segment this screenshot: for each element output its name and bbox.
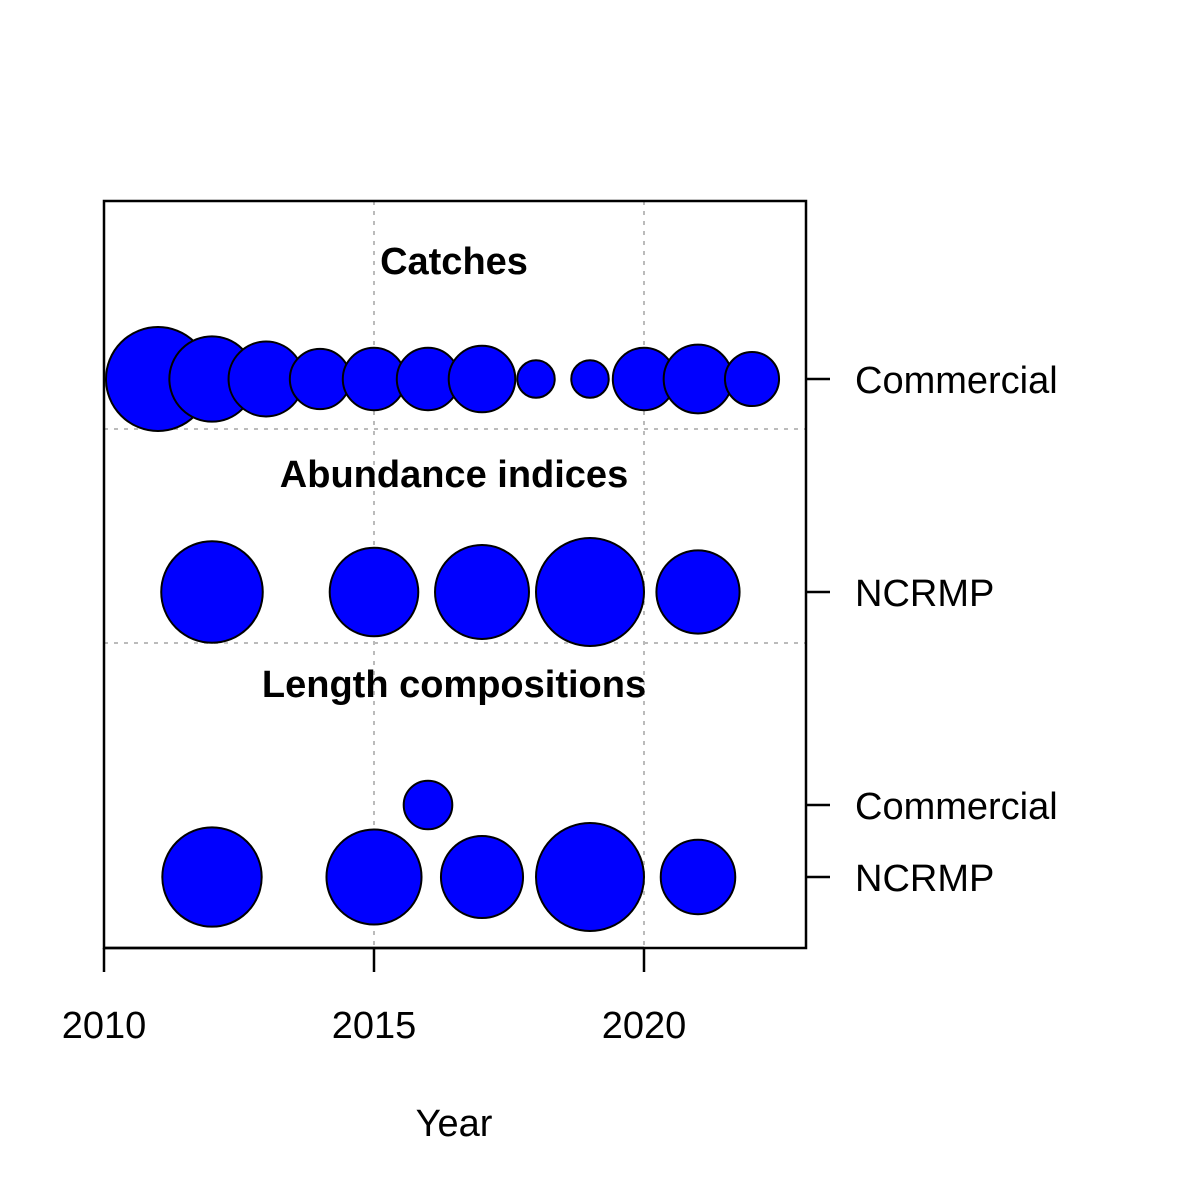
section-titles: Catches Abundance indices Length compositi… <box>262 241 646 706</box>
x-tick-label-2010: 2010 <box>62 1005 147 1047</box>
bubble-1-commercial-2014 <box>288 347 352 411</box>
bubble-1-commercial-2021 <box>662 343 734 415</box>
row-label-3-ncrmp: NCRMP <box>855 858 994 900</box>
section-title-3: Length compositions <box>262 664 646 706</box>
bubble-3-ncrmp-2021 <box>659 838 737 916</box>
x-axis: 2010 2015 2020 <box>62 946 687 1047</box>
bubble-2-ncrmp-2017 <box>434 544 530 640</box>
bubble-1-commercial-2019 <box>570 359 610 399</box>
bubble-3-ncrmp-2017 <box>439 834 525 920</box>
bubble-1-commercial-2022 <box>723 350 781 408</box>
x-axis-label: Year <box>416 1103 493 1145</box>
x-tick-label-2015: 2015 <box>332 1005 417 1047</box>
bubble-3-ncrmp-2012 <box>161 826 263 928</box>
bubble-1-commercial-2018 <box>516 359 556 399</box>
row-label-3-commercial: Commercial <box>855 786 1058 828</box>
section-title-1: Catches <box>380 241 528 283</box>
bubble-3-ncrmp-2015 <box>325 828 423 926</box>
section-title-2: Abundance indices <box>280 454 628 496</box>
row-label-2-ncrmp: NCRMP <box>855 573 994 615</box>
bubble-2-ncrmp-2012 <box>160 540 264 644</box>
bubble-2-ncrmp-2019 <box>535 537 645 647</box>
bubble-2-ncrmp-2015 <box>328 546 420 638</box>
row-label-1-commercial: Commercial <box>855 360 1058 402</box>
bubble-1-commercial-2017 <box>447 344 517 414</box>
right-axis: Commercial NCRMP Commercial NCRMP <box>806 360 1058 900</box>
bubble-3-ncrmp-2019 <box>535 822 645 932</box>
bubble-3-commercial-2016 <box>402 779 454 831</box>
bubble-2-ncrmp-2021 <box>655 549 741 635</box>
bubbles <box>105 326 781 932</box>
x-tick-label-2020: 2020 <box>602 1005 687 1047</box>
